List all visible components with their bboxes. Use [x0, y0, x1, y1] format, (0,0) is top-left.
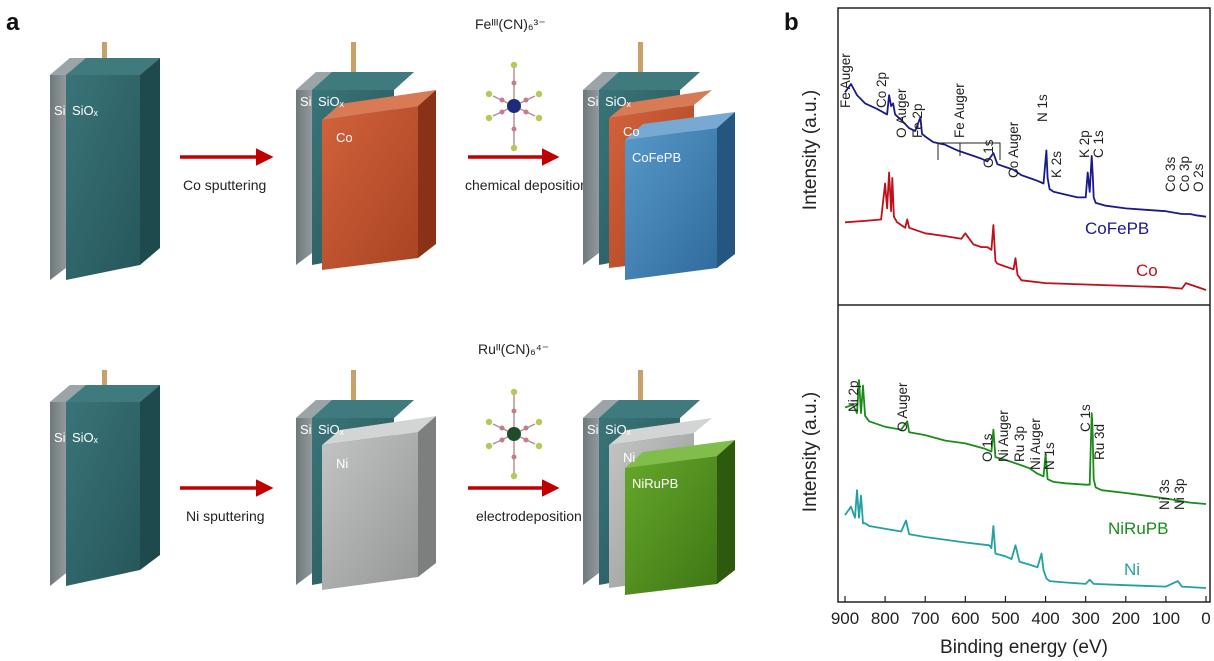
contact-wire: [351, 370, 356, 406]
device-r1-siox: Si SiOₓ: [50, 42, 160, 280]
label-siox: SiOₓ: [605, 94, 632, 109]
label-si: Si: [300, 94, 312, 109]
peak-label: Ni 2p: [846, 380, 861, 412]
step-label-chemical-deposition: chemical deposition: [465, 177, 588, 193]
label-siox: SiOₓ: [72, 430, 99, 445]
peak-label: Ni Auger: [1028, 418, 1043, 470]
label-siox: SiOₓ: [318, 94, 345, 109]
label-si: Si: [587, 422, 599, 437]
device-r2-siox: Si SiOₓ: [50, 370, 160, 586]
molecule-ru-cn6: Ruᴵᴵ(CN)₆⁴⁻: [478, 341, 549, 480]
series-label-ni: Ni: [1124, 560, 1140, 579]
device-r1-cofepb: Si SiOₓ Co CoFePB: [583, 42, 735, 280]
series-label-co: Co: [1136, 261, 1158, 280]
x-tick-label: 600: [951, 609, 979, 628]
peak-label: Ru 3d: [1092, 424, 1107, 460]
peak-label: Co 2p: [874, 72, 889, 108]
peak-label: N 1s: [1042, 442, 1057, 470]
peak-label: Fe Auger: [838, 53, 853, 108]
label-si: Si: [300, 422, 312, 437]
peak-label: K 2p: [1077, 130, 1092, 158]
series-line-co: [844, 171, 1207, 291]
peak-label: Ni 3s: [1157, 479, 1172, 510]
peak-label: Fe Auger: [952, 83, 967, 138]
molecule-formula: Feᴵᴵᴵ(CN)₆³⁻: [475, 16, 546, 32]
label-co: Co: [336, 130, 353, 145]
label-ni: Ni: [623, 450, 635, 465]
label-ni: Ni: [336, 456, 348, 471]
x-tick-label: 300: [1071, 609, 1099, 628]
label-siox: SiOₓ: [72, 103, 99, 118]
peak-label: Co Auger: [1006, 121, 1021, 178]
x-tick-label: 700: [911, 609, 939, 628]
contact-wire: [638, 42, 643, 78]
label-siox: SiOₓ: [318, 422, 345, 437]
x-tick-label: 100: [1152, 609, 1180, 628]
series-line-nirupb: [844, 379, 1207, 505]
peak-label: Co 3p: [1177, 156, 1192, 192]
device-r1-co: Si SiOₓ Co: [296, 42, 436, 270]
peak-label: O Auger: [895, 382, 910, 432]
x-tick-label: 0: [1201, 609, 1210, 628]
molecule-fe-cn6: Feᴵᴵᴵ(CN)₆³⁻: [475, 16, 546, 152]
label-siox: SiOₓ: [605, 422, 632, 437]
x-tick-label: 500: [991, 609, 1019, 628]
x-tick-label: 200: [1112, 609, 1140, 628]
contact-wire: [638, 370, 643, 406]
label-si: Si: [54, 430, 66, 445]
x-tick-label: 400: [1031, 609, 1059, 628]
step-label-electrodeposition: electrodeposition: [476, 508, 582, 524]
xps-chart: Intensity (a.u.) Intensity (a.u.) Bindin…: [800, 7, 1211, 658]
fe-auger-bracket: [937, 142, 1001, 160]
series-label-cofepb: CoFePB: [1085, 219, 1149, 238]
peak-label: Co 3s: [1163, 156, 1178, 192]
label-cofepb: CoFePB: [632, 150, 681, 165]
panel-a-letter: a: [6, 9, 20, 36]
bottom-peak-labels: Ni 2p O Auger O 1s Ni Auger Ru 3p Ni Aug…: [846, 380, 1187, 510]
y-axis-label-top: Intensity (a.u.): [800, 90, 821, 210]
peak-label: C 1s: [1091, 130, 1106, 158]
peak-label: C 1s: [1078, 404, 1093, 432]
peak-label: O 1s: [980, 433, 995, 462]
label-nirupb: NiRuPB: [632, 476, 678, 491]
peak-label: Ru 3p: [1012, 426, 1027, 462]
contact-wire: [351, 42, 356, 78]
label-si: Si: [587, 94, 599, 109]
peak-label: Fe 2p: [910, 103, 925, 138]
top-peak-labels: Fe Auger Co 2p O Auger Fe 2p Fe Auger O …: [838, 53, 1206, 192]
device-r2-nirupb: Si SiOₓ Ni NiRuPB: [583, 370, 735, 595]
peak-label: K 2s: [1049, 151, 1064, 178]
label-si: Si: [54, 103, 66, 118]
panel-b-letter: b: [784, 9, 799, 36]
peak-label: Ni 3p: [1172, 478, 1187, 510]
label-co: Co: [623, 124, 640, 139]
series-line-cofepb: [844, 83, 1207, 218]
peak-label: N 1s: [1035, 94, 1050, 122]
y-axis-label-bottom: Intensity (a.u.): [800, 392, 821, 512]
series-label-nirupb: NiRuPB: [1108, 519, 1168, 538]
peak-label: O 1s: [981, 139, 996, 168]
x-tick-label: 900: [831, 609, 859, 628]
series-line-ni: [844, 489, 1207, 589]
step-label-ni-sputtering: Ni sputtering: [186, 508, 265, 524]
x-tick-label: 800: [871, 609, 899, 628]
peak-label: O Auger: [894, 88, 909, 138]
peak-label: O 2s: [1191, 163, 1206, 192]
x-axis-label: Binding energy (eV): [940, 637, 1108, 658]
device-r2-ni: Si SiOₓ Ni: [296, 370, 436, 590]
molecule-formula: Ruᴵᴵ(CN)₆⁴⁻: [478, 341, 549, 357]
step-label-co-sputtering: Co sputtering: [183, 177, 266, 193]
peak-label: Ni Auger: [996, 410, 1011, 462]
